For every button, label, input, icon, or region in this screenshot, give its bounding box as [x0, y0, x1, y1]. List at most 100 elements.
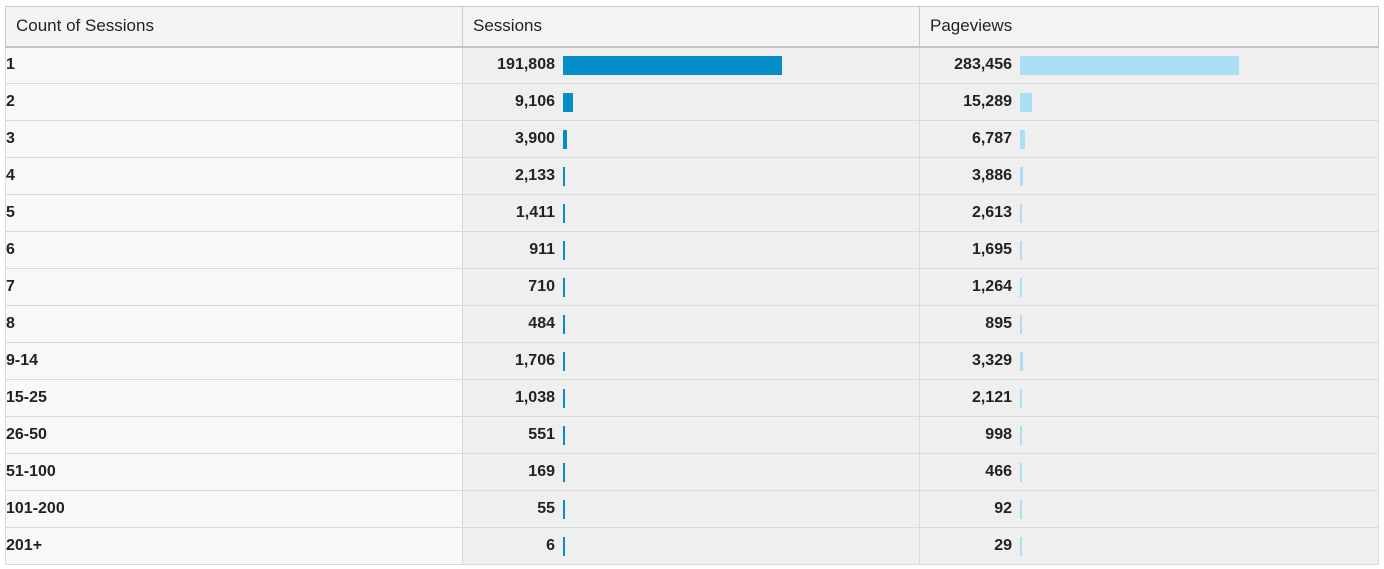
- sessions-bar: [563, 203, 565, 223]
- column-header-sessions[interactable]: Sessions: [462, 6, 920, 48]
- pageviews-metric-wrap: 1,695: [920, 232, 1378, 268]
- count-of-sessions-cell: 8: [5, 305, 463, 343]
- count-of-sessions-cell: 26-50: [5, 416, 463, 454]
- sessions-count-table: Count of Sessions Sessions Pageviews 1 19…: [5, 6, 1379, 565]
- table-row: 101-200 55 92: [5, 490, 1379, 528]
- pageviews-bar-track: [1020, 462, 1239, 482]
- pageviews-cell: 2,121: [919, 379, 1379, 417]
- sessions-cell: 9,106: [462, 83, 920, 121]
- sessions-value: 6: [546, 537, 555, 554]
- sessions-bar-track: [563, 388, 782, 408]
- sessions-cell: 911: [462, 231, 920, 269]
- sessions-bar-track: [563, 536, 782, 556]
- table-row: 201+ 6 29: [5, 527, 1379, 565]
- count-of-sessions-cell: 2: [5, 83, 463, 121]
- pageviews-metric-wrap: 466: [920, 454, 1378, 490]
- sessions-metric-wrap: 551: [463, 417, 919, 453]
- table-row: 15-25 1,038 2,121: [5, 379, 1379, 417]
- pageviews-metric-wrap: 1,264: [920, 269, 1378, 305]
- sessions-bar: [563, 166, 565, 186]
- count-of-sessions-cell: 7: [5, 268, 463, 306]
- sessions-bar: [563, 129, 567, 149]
- count-of-sessions-cell: 5: [5, 194, 463, 232]
- sessions-cell: 3,900: [462, 120, 920, 158]
- sessions-metric-wrap: 55: [463, 491, 919, 527]
- sessions-cell: 169: [462, 453, 920, 491]
- pageviews-bar-track: [1020, 536, 1239, 556]
- pageviews-bar-track: [1020, 203, 1239, 223]
- table-row: 7 710 1,264: [5, 268, 1379, 306]
- sessions-value: 911: [529, 241, 555, 258]
- pageviews-cell: 29: [919, 527, 1379, 565]
- pageviews-bar-track: [1020, 92, 1239, 112]
- sessions-bar-track: [563, 129, 782, 149]
- pageviews-cell: 2,613: [919, 194, 1379, 232]
- sessions-bar-track: [563, 499, 782, 519]
- sessions-cell: 710: [462, 268, 920, 306]
- count-of-sessions-cell: 51-100: [5, 453, 463, 491]
- pageviews-cell: 895: [919, 305, 1379, 343]
- sessions-value: 1,411: [515, 204, 555, 221]
- sessions-cell: 2,133: [462, 157, 920, 195]
- table-row: 9-14 1,706 3,329: [5, 342, 1379, 380]
- pageviews-value: 15,289: [963, 93, 1012, 110]
- sessions-cell: 55: [462, 490, 920, 528]
- sessions-value: 191,808: [497, 56, 555, 74]
- pageviews-metric-wrap: 283,456: [920, 48, 1378, 84]
- count-of-sessions-cell: 1: [5, 46, 463, 84]
- pageviews-bar: [1020, 351, 1023, 371]
- pageviews-metric-wrap: 3,329: [920, 343, 1378, 379]
- pageviews-cell: 3,329: [919, 342, 1379, 380]
- pageviews-bar: [1020, 536, 1022, 556]
- table-row: 3 3,900 6,787: [5, 120, 1379, 158]
- table-row: 26-50 551 998: [5, 416, 1379, 454]
- sessions-cell: 484: [462, 305, 920, 343]
- count-of-sessions-cell: 201+: [5, 527, 463, 565]
- sessions-value: 551: [528, 426, 555, 443]
- pageviews-value: 3,886: [971, 167, 1012, 184]
- pageviews-cell: 6,787: [919, 120, 1379, 158]
- pageviews-metric-wrap: 15,289: [920, 84, 1378, 120]
- table-row: 51-100 169 466: [5, 453, 1379, 491]
- pageviews-bar: [1020, 425, 1022, 445]
- sessions-metric-wrap: 191,808: [463, 48, 919, 84]
- column-header-count-of-sessions[interactable]: Count of Sessions: [5, 6, 463, 48]
- table-row: 5 1,411 2,613: [5, 194, 1379, 232]
- pageviews-bar: [1020, 388, 1022, 408]
- pageviews-bar-track: [1020, 240, 1239, 260]
- pageviews-bar: [1020, 203, 1022, 223]
- pageviews-metric-wrap: 3,886: [920, 158, 1378, 194]
- sessions-cell: 1,411: [462, 194, 920, 232]
- sessions-bar: [563, 240, 565, 260]
- pageviews-value: 29: [994, 537, 1012, 554]
- pageviews-bar-track: [1020, 277, 1239, 297]
- pageviews-bar: [1020, 55, 1239, 75]
- table-row: 4 2,133 3,886: [5, 157, 1379, 195]
- sessions-metric-wrap: 9,106: [463, 84, 919, 120]
- count-of-sessions-cell: 15-25: [5, 379, 463, 417]
- pageviews-cell: 92: [919, 490, 1379, 528]
- pageviews-bar: [1020, 314, 1022, 334]
- sessions-bar: [563, 388, 565, 408]
- sessions-bar: [563, 92, 573, 112]
- sessions-value: 1,038: [514, 389, 555, 406]
- header-row: Count of Sessions Sessions Pageviews: [5, 6, 1379, 48]
- sessions-cell: 191,808: [462, 46, 920, 84]
- table-row: 8 484 895: [5, 305, 1379, 343]
- sessions-bar-track: [563, 55, 782, 75]
- pageviews-metric-wrap: 6,787: [920, 121, 1378, 157]
- column-header-pageviews[interactable]: Pageviews: [919, 6, 1379, 48]
- sessions-bar-track: [563, 240, 782, 260]
- pageviews-value: 2,121: [971, 389, 1012, 406]
- pageviews-value: 3,329: [971, 352, 1012, 369]
- pageviews-metric-wrap: 895: [920, 306, 1378, 342]
- sessions-bar: [563, 462, 565, 482]
- pageviews-bar: [1020, 499, 1022, 519]
- pageviews-bar: [1020, 166, 1023, 186]
- sessions-value: 55: [537, 500, 555, 517]
- pageviews-cell: 466: [919, 453, 1379, 491]
- sessions-value: 484: [528, 315, 555, 332]
- count-of-sessions-cell: 3: [5, 120, 463, 158]
- pageviews-metric-wrap: 29: [920, 528, 1378, 564]
- pageviews-bar-track: [1020, 314, 1239, 334]
